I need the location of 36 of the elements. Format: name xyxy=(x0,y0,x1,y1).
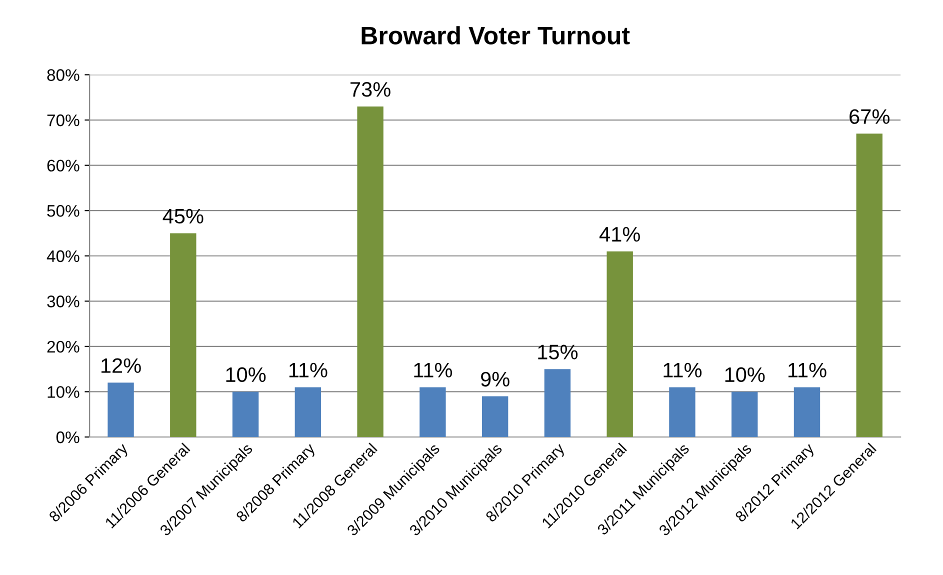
data-label: 9% xyxy=(480,372,510,387)
bar xyxy=(669,387,696,437)
y-tick-label: 50% xyxy=(47,204,80,217)
bar xyxy=(170,233,196,437)
bar xyxy=(357,106,384,437)
bar xyxy=(544,369,571,437)
bar xyxy=(108,382,134,437)
data-label: 10% xyxy=(725,367,765,382)
data-label: 12% xyxy=(102,358,141,373)
data-label: 15% xyxy=(538,344,578,360)
bar xyxy=(232,392,259,437)
bar xyxy=(794,387,820,437)
data-label: 41% xyxy=(599,227,640,242)
data-label: 11% xyxy=(414,362,452,378)
y-tick-label: 80% xyxy=(47,69,80,81)
y-tick-label: 60% xyxy=(47,160,80,172)
data-label: 73% xyxy=(350,82,390,97)
y-tick-label: 40% xyxy=(46,250,80,262)
data-label: 67% xyxy=(850,109,890,124)
y-tick-label: 0% xyxy=(56,431,80,444)
data-label: 11% xyxy=(664,362,702,378)
y-tick-label: 10% xyxy=(48,386,80,398)
bar xyxy=(294,387,322,437)
chart-title: Broward Voter Turnout xyxy=(362,26,630,44)
data-label: 11% xyxy=(289,362,328,378)
data-label: 11% xyxy=(788,362,826,378)
data-label: 10% xyxy=(226,367,266,382)
y-tick-label: 20% xyxy=(47,340,80,353)
bar xyxy=(732,392,758,437)
bar xyxy=(856,134,882,437)
data-label: 45% xyxy=(162,208,204,224)
bar xyxy=(482,396,508,437)
bar xyxy=(420,387,446,437)
bar xyxy=(606,251,633,437)
y-tick-label: 70% xyxy=(47,114,80,126)
y-tick-label: 30% xyxy=(47,296,80,308)
